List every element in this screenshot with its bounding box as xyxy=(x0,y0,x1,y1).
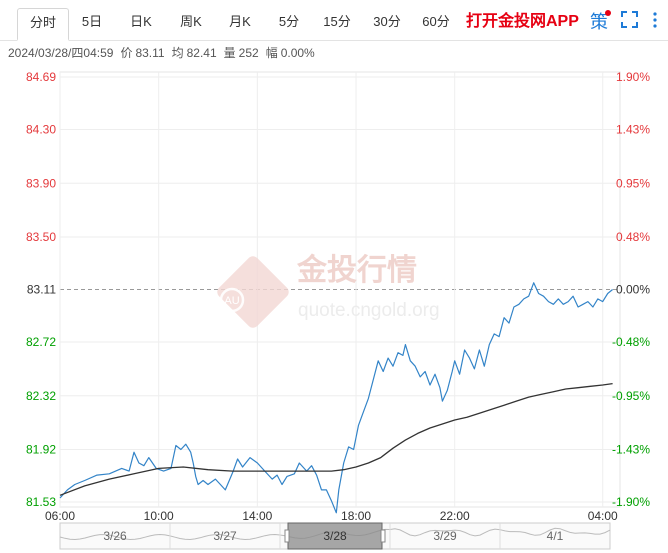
quote-info-line: 2024/03/28/四04:59 价 83.11 均 82.41 量 252 幅 0.00% xyxy=(8,44,322,61)
y-axis-right-label: 1.43% xyxy=(616,122,650,136)
overview-navigator[interactable]: 3/26 3/27 3/28 3/29 4/1 xyxy=(59,522,611,550)
info-price: 83.11 xyxy=(135,46,165,60)
more-vertical-icon[interactable] xyxy=(652,11,658,29)
tab-daily-k[interactable]: 日K xyxy=(130,14,152,29)
watermark-title: 金投行情 xyxy=(296,253,417,288)
overview-date-label: 3/28 xyxy=(323,529,347,543)
info-volume-label: 量 xyxy=(223,46,236,60)
y-axis-left-label: 83.90 xyxy=(26,176,56,190)
chart-grid xyxy=(59,71,621,508)
overview-handle-right xyxy=(380,529,386,543)
y-axis-right-label: 0.48% xyxy=(616,230,650,244)
y-axis-left-label: 83.11 xyxy=(27,283,56,297)
average-line xyxy=(59,382,613,496)
fullscreen-icon[interactable] xyxy=(621,11,638,28)
tab-intraday[interactable]: 分时 xyxy=(17,8,69,41)
y-axis-left-label: 83.50 xyxy=(26,230,56,244)
info-avg: 82.41 xyxy=(186,46,217,60)
y-axis-right-label: -0.48% xyxy=(612,335,650,349)
x-axis-label: 14:00 xyxy=(242,509,272,523)
y-axis-right-label: 0.95% xyxy=(616,176,650,190)
tab-5day[interactable]: 5日 xyxy=(81,14,103,29)
y-axis-right-label: -0.95% xyxy=(612,389,650,403)
overview-date-label: 3/26 xyxy=(103,529,127,543)
watermark: AU 金投行情 quote.cngold.org xyxy=(217,253,440,328)
x-axis-label: 22:00 xyxy=(440,509,470,523)
info-price-label: 价 xyxy=(120,46,133,60)
y-axis-right-label: 1.90% xyxy=(616,70,650,84)
info-change-label: 幅 xyxy=(265,46,278,60)
x-axis-label: 18:00 xyxy=(341,509,371,523)
x-axis-label: 10:00 xyxy=(144,509,174,523)
strategy-button[interactable]: 策 xyxy=(590,12,608,32)
tab-monthly-k[interactable]: 月K xyxy=(229,14,251,29)
tab-60min[interactable]: 60分 xyxy=(422,14,450,29)
y-axis-left-label: 84.30 xyxy=(26,122,56,136)
tab-15min[interactable]: 15分 xyxy=(323,14,351,29)
y-axis-left-label: 82.32 xyxy=(26,389,56,403)
y-axis-left-label: 81.53 xyxy=(26,495,56,509)
price-line xyxy=(59,282,613,514)
overview-selection xyxy=(287,522,383,550)
x-axis-label: 04:00 xyxy=(588,509,618,523)
y-axis-right-label: 0.00% xyxy=(616,283,650,297)
y-axis-left-label: 84.69 xyxy=(26,70,56,84)
overview-handle-left xyxy=(284,529,290,543)
period-tab-bar: 分时 5日 日K 周K 月K 5分 15分 30分 60分 打开金投网APP 策 xyxy=(0,0,668,41)
info-change: 0.00% xyxy=(280,46,315,60)
info-volume: 252 xyxy=(238,46,259,60)
open-app-link[interactable]: 打开金投网APP xyxy=(466,13,579,30)
tab-weekly-k[interactable]: 周K xyxy=(180,14,202,29)
intraday-chart[interactable]: AU 金投行情 quote.cngold.org 84.69 1.90% 84.30… xyxy=(0,62,668,553)
tab-5min[interactable]: 5分 xyxy=(278,14,300,29)
y-axis-right-label: -1.43% xyxy=(612,443,650,457)
info-datetime: 2024/03/28/四04:59 xyxy=(8,46,114,60)
y-axis-right-label: -1.90% xyxy=(612,495,650,509)
x-axis-label: 06:00 xyxy=(45,509,75,523)
y-axis-left-label: 82.72 xyxy=(26,335,56,349)
overview-date-label: 4/1 xyxy=(547,529,564,543)
watermark-logo-text: AU xyxy=(224,295,239,307)
notification-dot xyxy=(605,10,611,16)
y-axis-left-label: 81.92 xyxy=(26,443,56,457)
watermark-url: quote.cngold.org xyxy=(298,300,440,321)
info-avg-label: 均 xyxy=(171,46,184,60)
overview-date-label: 3/27 xyxy=(213,529,237,543)
overview-date-label: 3/29 xyxy=(433,529,457,543)
tab-30min[interactable]: 30分 xyxy=(373,14,401,29)
